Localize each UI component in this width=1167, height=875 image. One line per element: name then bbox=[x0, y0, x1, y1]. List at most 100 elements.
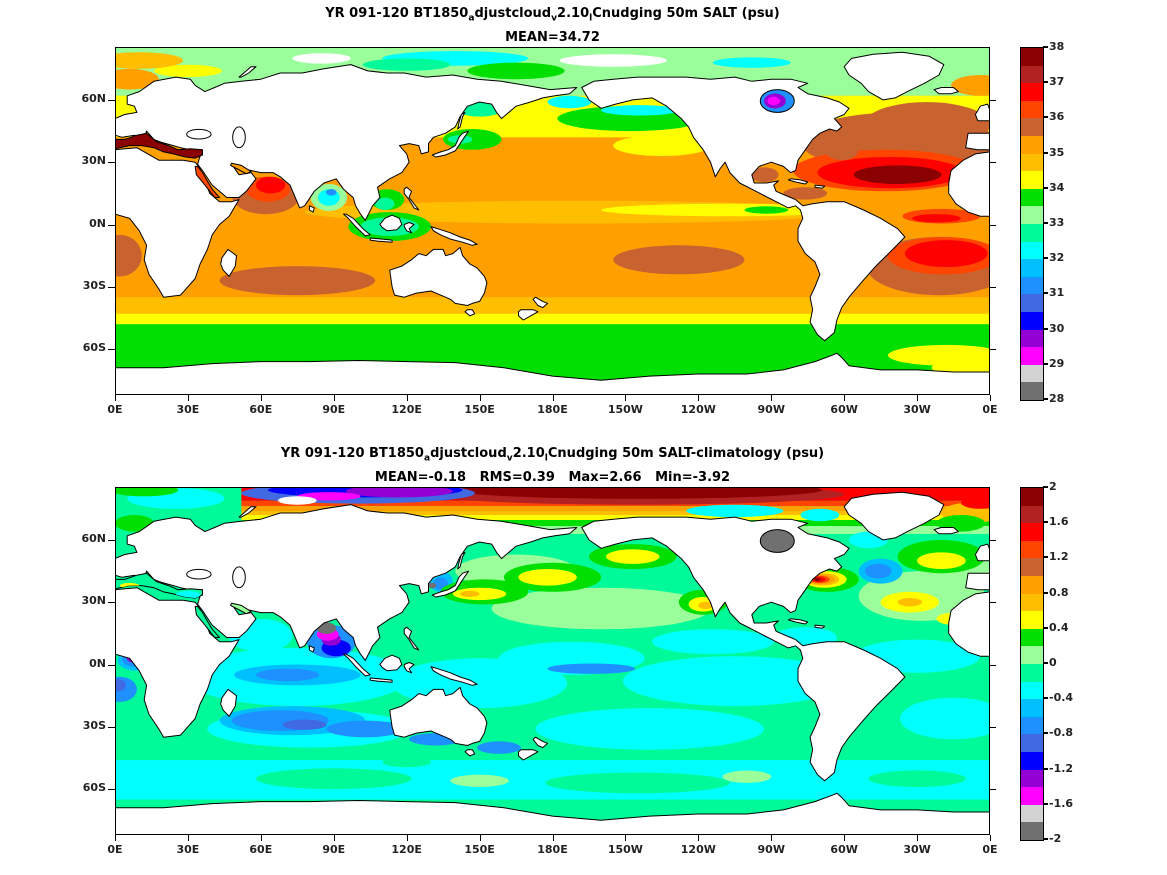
colorbar-segment bbox=[1021, 699, 1043, 717]
colorbar-segment bbox=[1021, 716, 1043, 735]
x-tick-mark bbox=[552, 835, 554, 841]
colorbar-segment bbox=[1021, 153, 1043, 172]
y-tick-mark bbox=[108, 726, 115, 728]
colorbar-segment bbox=[1021, 206, 1043, 224]
colorbar-segment bbox=[1021, 769, 1043, 788]
colorbar-tick-label: 1.2 bbox=[1049, 550, 1069, 564]
colorbar-tick-mark bbox=[1043, 327, 1048, 330]
y-tick-label: 30N bbox=[81, 594, 106, 608]
colorbar-segment bbox=[1021, 311, 1043, 330]
y-tick-mark bbox=[108, 789, 115, 791]
colorbar-segment bbox=[1021, 663, 1043, 682]
x-tick-mark bbox=[333, 835, 335, 841]
x-tick-label: 90E bbox=[322, 403, 346, 416]
colorbar-tick-mark bbox=[1043, 398, 1048, 400]
colorbar-segment bbox=[1021, 505, 1043, 524]
colorbar-anomaly bbox=[1020, 487, 1044, 841]
colorbar-segment bbox=[1021, 822, 1043, 840]
x-tick-label: 120W bbox=[680, 843, 716, 856]
x-tick-label: 60E bbox=[249, 843, 273, 856]
y-tick-mark bbox=[108, 664, 115, 666]
x-tick-mark bbox=[479, 395, 481, 401]
colorbar-tick-mark bbox=[1043, 222, 1048, 224]
colorbar-tick-mark bbox=[1043, 767, 1048, 770]
colorbar-segment bbox=[1021, 347, 1043, 365]
colorbar-segment bbox=[1021, 646, 1043, 664]
y-tick-mark bbox=[108, 99, 115, 101]
x-tick-mark bbox=[187, 395, 189, 401]
colorbar-tick-label: 0 bbox=[1049, 656, 1057, 669]
x-tick-label: 60E bbox=[249, 403, 273, 416]
colorbar-tick-label: -0.8 bbox=[1049, 726, 1074, 740]
x-tick-mark bbox=[260, 395, 262, 401]
colorbar-segment bbox=[1021, 751, 1043, 770]
x-tick-label: 120E bbox=[391, 843, 422, 856]
y-tick-mark-right bbox=[990, 602, 996, 604]
x-tick-mark bbox=[771, 835, 773, 841]
colorbar-segment bbox=[1021, 223, 1043, 242]
colorbar-segment bbox=[1021, 118, 1043, 136]
colorbar-segment bbox=[1021, 276, 1043, 295]
x-tick-label: 150W bbox=[607, 403, 643, 416]
y-tick-mark-right bbox=[990, 789, 996, 791]
x-tick-mark bbox=[187, 835, 189, 841]
x-tick-label: 120E bbox=[391, 403, 422, 416]
y-tick-label: 60S bbox=[82, 781, 106, 795]
x-tick-mark bbox=[625, 395, 627, 401]
colorbar-segment bbox=[1021, 241, 1043, 260]
colorbar-segment bbox=[1021, 171, 1043, 189]
y-tick-mark bbox=[108, 162, 115, 164]
y-tick-mark bbox=[108, 602, 115, 604]
colorbar-tick-mark bbox=[1043, 697, 1048, 700]
x-tick-mark bbox=[917, 395, 919, 401]
y-tick-label: 0N bbox=[89, 216, 106, 230]
colorbar-tick-mark bbox=[1043, 81, 1048, 84]
colorbar-segment bbox=[1021, 575, 1043, 594]
colorbar-tick-mark bbox=[1043, 556, 1048, 559]
y-tick-mark-right bbox=[990, 286, 996, 288]
x-tick-label: 90E bbox=[322, 843, 346, 856]
colorbar-segment bbox=[1021, 540, 1043, 559]
colorbar-segment bbox=[1021, 65, 1043, 84]
x-tick-mark bbox=[844, 835, 846, 841]
x-tick-mark bbox=[990, 835, 991, 841]
x-tick-label: 30E bbox=[176, 403, 200, 416]
colorbar-tick-label: -1.2 bbox=[1049, 761, 1074, 775]
colorbar-tick-label: 0.4 bbox=[1049, 620, 1069, 634]
x-tick-label: 60W bbox=[830, 403, 858, 416]
colorbar-tick-label: 32 bbox=[1049, 251, 1065, 265]
y-tick-mark-right bbox=[990, 162, 996, 164]
x-tick-label: 30W bbox=[903, 843, 931, 856]
colorbar-tick-label: 31 bbox=[1049, 286, 1065, 300]
x-tick-mark bbox=[625, 835, 627, 841]
x-tick-label: 90W bbox=[757, 403, 785, 416]
panel1-mean-stat: MEAN=34.72 bbox=[505, 30, 600, 45]
x-tick-mark bbox=[115, 395, 116, 401]
y-tick-mark bbox=[108, 286, 115, 288]
colorbar-tick-label: 33 bbox=[1049, 216, 1065, 229]
colorbar-tick-mark bbox=[1043, 292, 1048, 295]
x-tick-mark bbox=[552, 395, 554, 401]
colorbar-salinity bbox=[1020, 47, 1044, 401]
colorbar-tick-mark bbox=[1043, 257, 1048, 260]
colorbar-tick-label: 2 bbox=[1049, 480, 1057, 493]
x-tick-mark bbox=[771, 395, 773, 401]
colorbar-tick-label: 34 bbox=[1049, 180, 1065, 194]
x-tick-mark bbox=[917, 835, 919, 841]
colorbar-segment bbox=[1021, 100, 1043, 119]
colorbar-tick-mark bbox=[1043, 486, 1048, 488]
x-tick-label: 120W bbox=[680, 403, 716, 416]
x-tick-mark bbox=[115, 835, 116, 841]
x-tick-label: 150E bbox=[464, 403, 495, 416]
y-tick-mark-right bbox=[990, 99, 996, 101]
colorbar-tick-label: 1.6 bbox=[1049, 515, 1069, 529]
colorbar-tick-label: 38 bbox=[1049, 40, 1065, 53]
x-tick-mark bbox=[479, 835, 481, 841]
colorbar-segment bbox=[1021, 259, 1043, 277]
colorbar-tick-label: -1.6 bbox=[1049, 796, 1074, 810]
salinity-map bbox=[115, 47, 990, 395]
colorbar-tick-mark bbox=[1043, 732, 1048, 735]
x-tick-label: 90W bbox=[757, 843, 785, 856]
y-tick-mark-right bbox=[990, 224, 996, 226]
